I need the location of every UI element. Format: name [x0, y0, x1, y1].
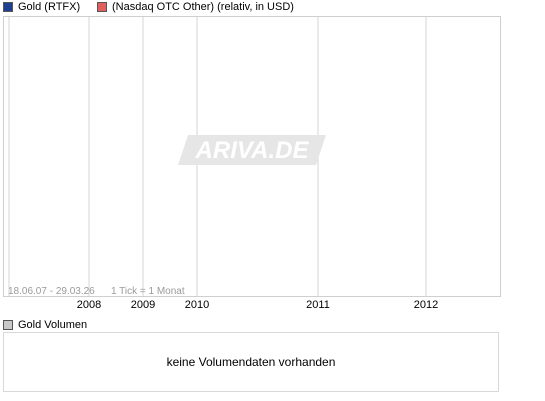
x-tick-label: 2009 — [131, 299, 155, 311]
watermark-text: ARIVA.DE — [195, 137, 310, 164]
legend-swatch-nasdaq — [97, 2, 107, 12]
legend-label-nasdaq: (Nasdaq OTC Other) (relativ, in USD) — [112, 1, 294, 13]
volume-legend-swatch — [3, 320, 13, 330]
volume-empty-message: keine Volumendaten vorhanden — [166, 355, 336, 369]
legend-item-nasdaq: (Nasdaq OTC Other) (relativ, in USD) — [97, 0, 294, 14]
price-chart: ARIVA.DE 18.06.07 - 29.03.26 1 Tick = 1 … — [3, 16, 501, 311]
period-label: 18.06.07 - 29.03.26 — [8, 286, 95, 297]
volume-legend-label: Gold Volumen — [18, 319, 88, 331]
x-tick-label: 2012 — [414, 299, 438, 311]
x-tick-label: 2008 — [77, 299, 101, 311]
price-chart-svg: ARIVA.DE 18.06.07 - 29.03.26 1 Tick = 1 … — [3, 16, 501, 311]
x-tick-label: 2010 — [185, 299, 209, 311]
watermark-logo: ARIVA.DE — [178, 135, 326, 165]
legend-label-gold: Gold (RTFX) — [18, 1, 81, 13]
tick-info-label: 1 Tick = 1 Monat — [111, 286, 185, 297]
x-tick-label: 2011 — [306, 299, 330, 311]
volume-legend: Gold Volumen — [3, 318, 87, 332]
legend-item-gold: Gold (RTFX) — [3, 0, 80, 14]
chart-legend: Gold (RTFX) (Nasdaq OTC Other) (relativ,… — [0, 0, 545, 14]
volume-panel: keine Volumendaten vorhanden — [3, 332, 499, 392]
legend-swatch-gold — [3, 2, 13, 12]
